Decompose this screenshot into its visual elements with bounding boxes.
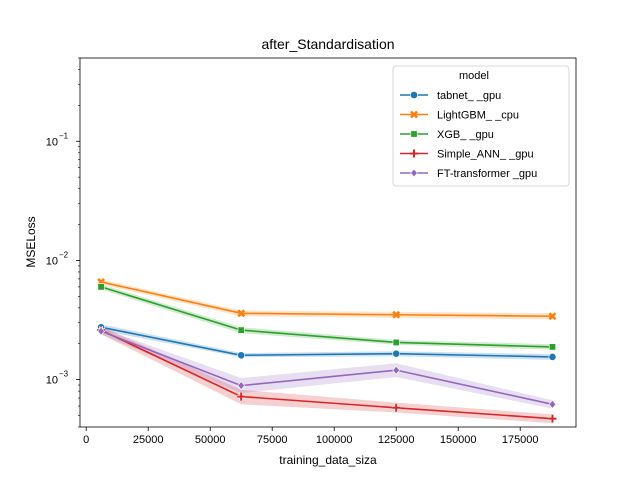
axes-frame [79, 57, 577, 428]
y-axis-label: MSELoss [24, 216, 38, 267]
data-point [392, 349, 401, 358]
y-tick-exponent: −3 [59, 370, 69, 379]
y-tick-label: 10 [46, 375, 58, 387]
x-tick-label: 75000 [257, 434, 288, 446]
legend-label: tabnet_ _gpu [437, 90, 501, 102]
y-tick-exponent: −1 [59, 131, 69, 140]
legend-label: XGB_ _gpu [437, 129, 494, 141]
y-axis: 10−310−210−1 [46, 57, 80, 428]
y-tick-label: 10 [46, 136, 58, 148]
data-point [237, 351, 246, 360]
series-line-simple-ann-gpu [100, 329, 553, 420]
confidence-band-tabnet-gpu [101, 324, 553, 361]
series-lines [100, 281, 553, 420]
data-point [410, 130, 418, 138]
x-axis-label: training_data_siza [279, 453, 377, 467]
confidence-band-ft-transformer-gpu [101, 328, 553, 409]
legend-label: FT-transformer _gpu [437, 168, 537, 180]
data-point [237, 326, 245, 334]
plot-area [97, 278, 557, 424]
data-point [548, 399, 557, 409]
data-point [410, 149, 418, 158]
legend: model tabnet_ _gpu LightGBM_ _cpu XGB_ _gpu… [392, 65, 570, 187]
data-point [392, 403, 401, 412]
data-point [97, 326, 105, 336]
series-line-lightgbm-cpu [100, 281, 553, 318]
x-tick-label: 125000 [378, 434, 415, 446]
data-point [410, 91, 418, 99]
x-axis: 0 25000 50000 75000 100000 125000 150000 175000 [83, 427, 539, 446]
data-point [548, 343, 556, 351]
confidence-band-simple-ann-gpu [101, 326, 553, 424]
legend-box [392, 65, 570, 187]
data-point [392, 310, 401, 319]
series-markers [97, 278, 557, 423]
series-line-xgb-gpu [100, 286, 553, 348]
confidence-band-lightgbm-cpu [101, 279, 553, 320]
series-line-ft-transformer-gpu [100, 330, 553, 406]
series-line-tabnet-gpu [100, 326, 553, 358]
legend-label: Simple_ANN_ _gpu [437, 149, 534, 161]
legend-label: LightGBM_ _cpu [437, 110, 519, 122]
y-tick-exponent: −2 [59, 250, 69, 259]
chart-title: after_Standardisation [261, 36, 394, 52]
data-point [548, 353, 557, 361]
data-point [392, 338, 400, 346]
x-tick-label: 0 [83, 434, 89, 446]
data-point [392, 365, 400, 375]
x-tick-label: 50000 [195, 434, 226, 446]
x-tick-label: 150000 [440, 434, 477, 446]
data-point [548, 312, 557, 321]
x-tick-label: 25000 [133, 434, 164, 446]
data-point [410, 110, 418, 119]
x-tick-label: 100000 [316, 434, 353, 446]
data-point [410, 168, 418, 178]
x-tick-label: 175000 [502, 434, 539, 446]
data-point [237, 392, 246, 401]
data-point [237, 309, 246, 318]
data-point [97, 283, 105, 291]
legend-title: model [459, 70, 489, 82]
y-tick-label: 10 [46, 255, 58, 267]
data-point [548, 414, 557, 423]
data-point [237, 381, 245, 391]
